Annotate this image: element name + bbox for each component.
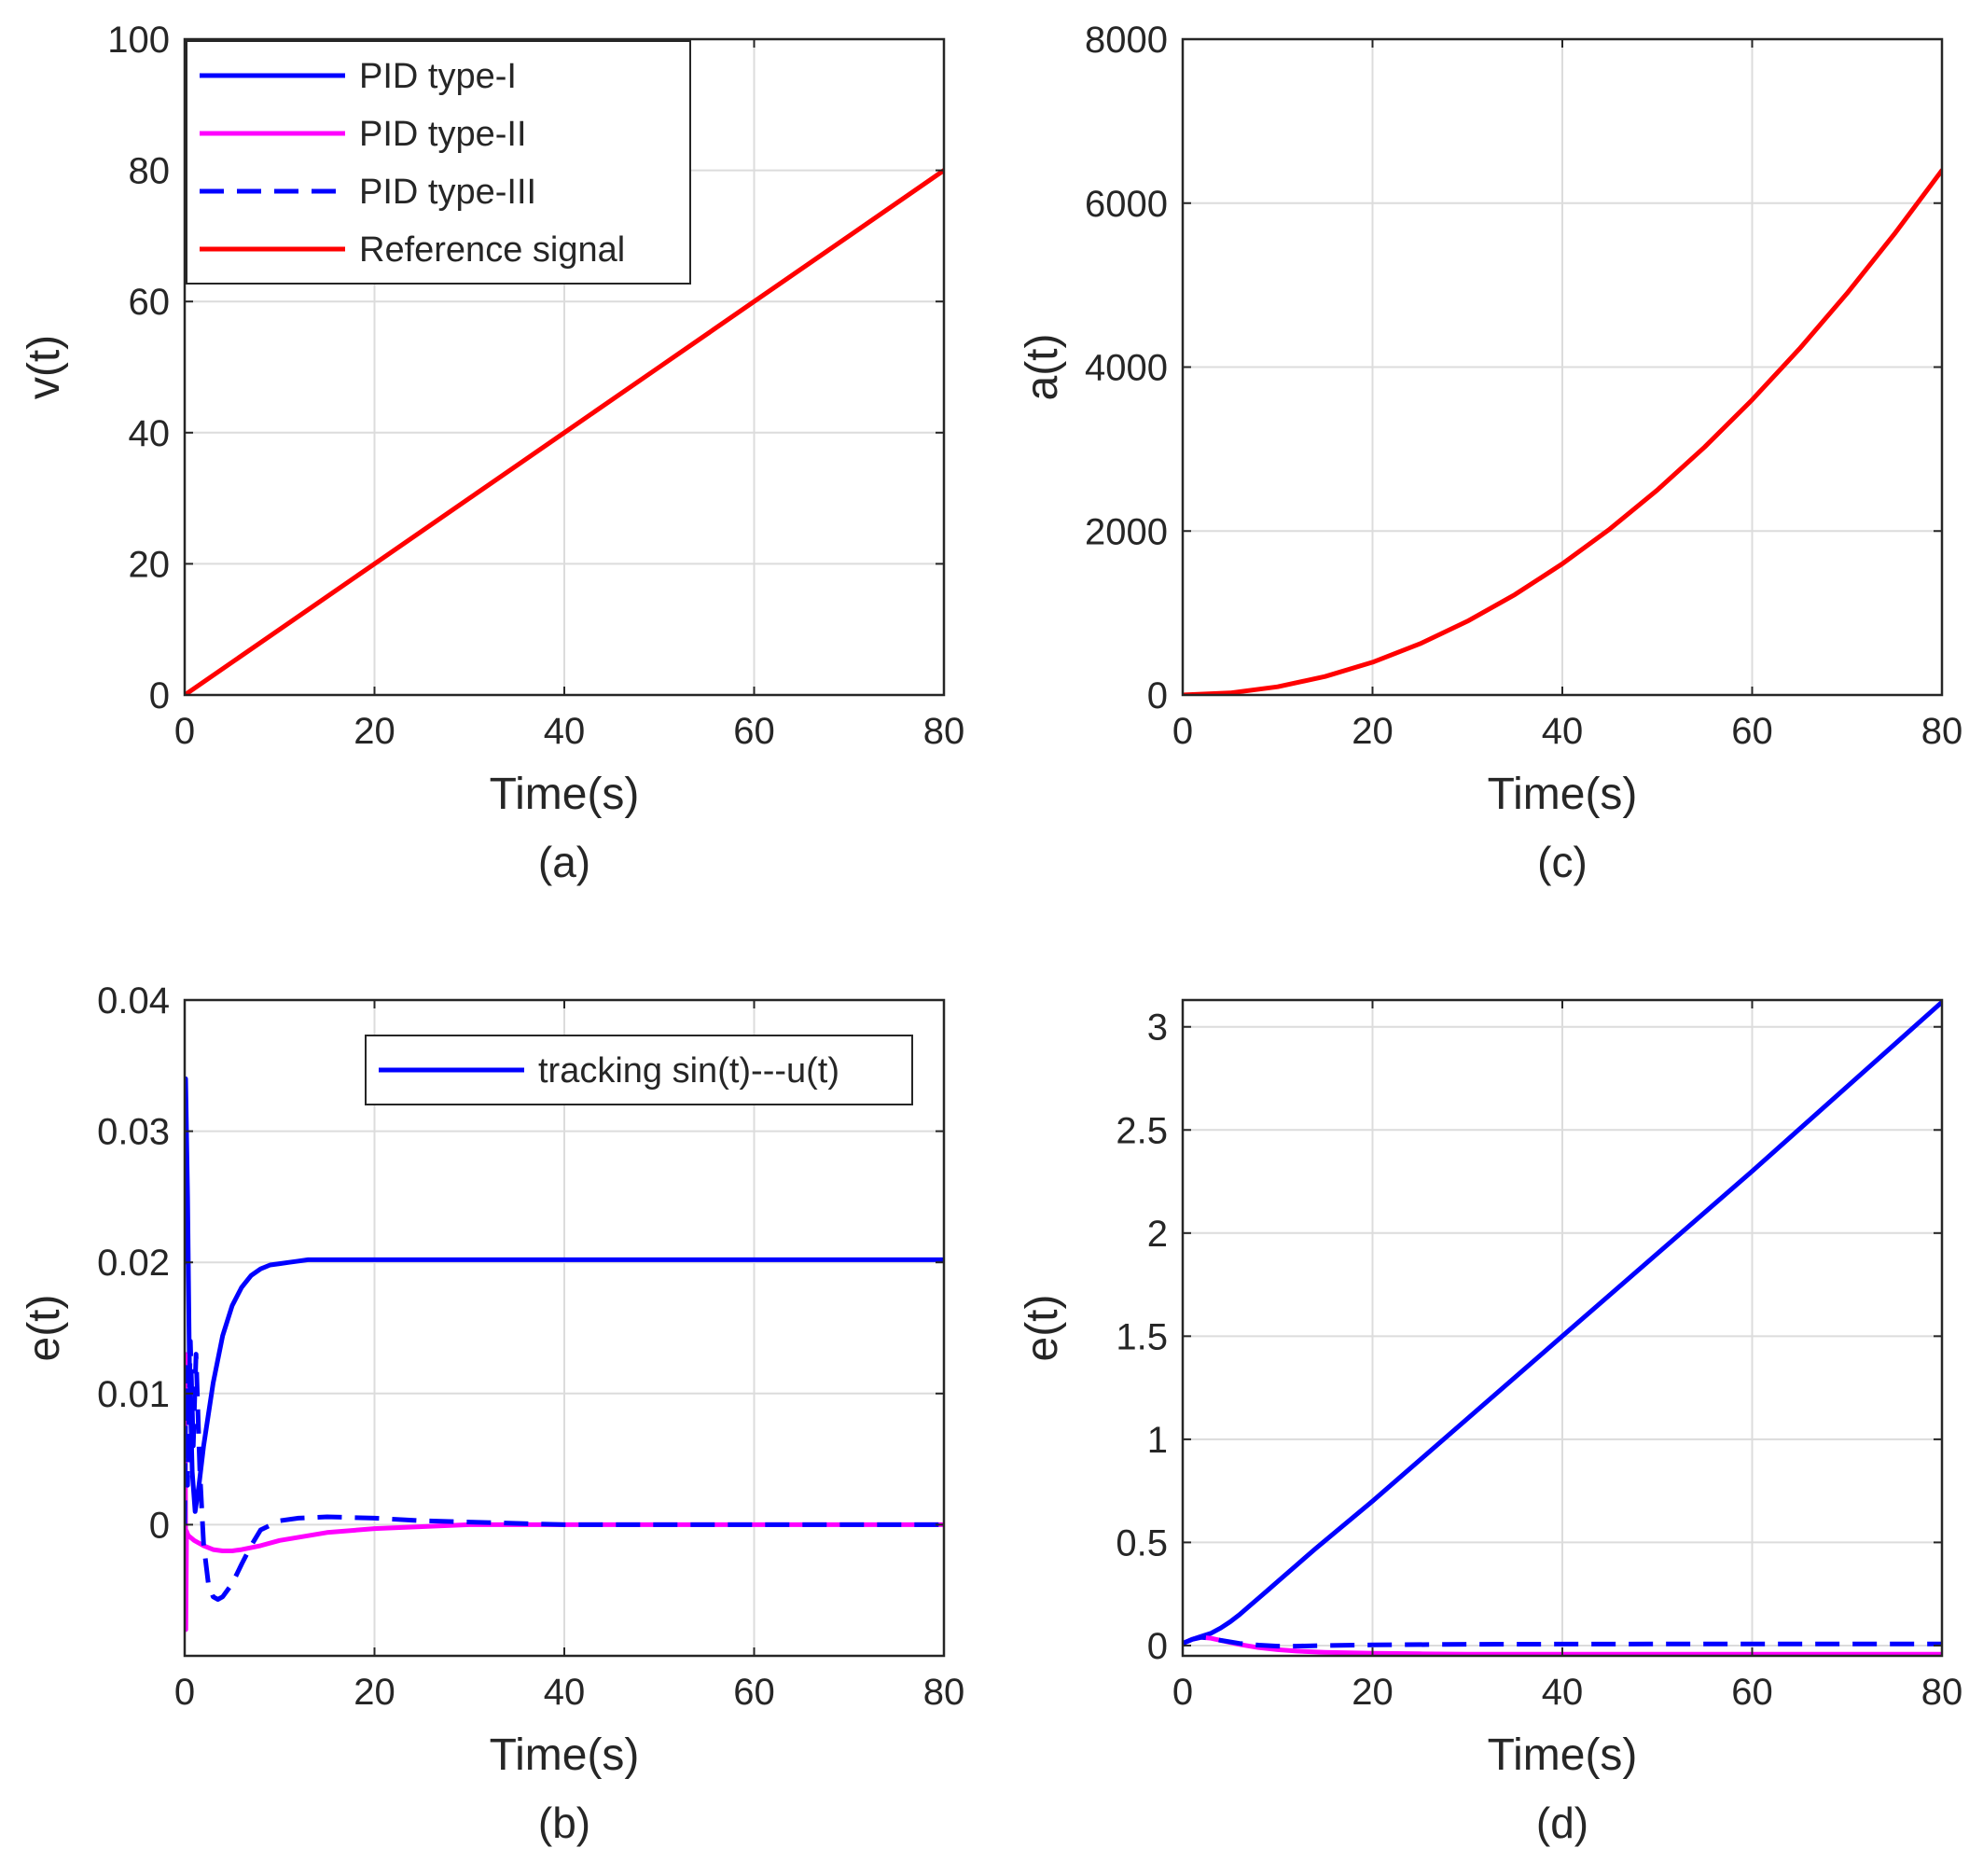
y-tick-label: 1.5 [1116,1316,1168,1357]
legend-label: PID type-II [359,115,527,154]
x-tick-label: 40 [544,1672,586,1713]
y-tick-label: 3 [1147,1007,1168,1049]
x-tick-label: 80 [1921,711,1963,752]
y-axis-title: a(t) [1018,334,1067,401]
x-tick-label: 60 [1731,1672,1773,1713]
x-tick-label: 20 [354,1672,395,1713]
panel-a: 0 20 40 60 80 0 20 40 60 80 100 Time(s) v(t) (a) PID t… [20,20,964,886]
y-tick-label: 0.01 [97,1374,170,1415]
y-tick-label: 2 [1147,1214,1168,1255]
y-tick-label: 100 [107,20,170,61]
x-axis-title: Time(s) [1488,770,1638,819]
panel-caption: (c) [1537,838,1588,886]
y-tick-label: 6000 [1085,184,1168,225]
panel-b: 0 20 40 60 80 0 0.01 0.02 0.03 0.04 Time(s) e(t) (b)… [20,980,964,1847]
x-tick-label: 80 [1921,1672,1963,1713]
x-tick-label: 40 [544,711,586,752]
y-tick-label: 8000 [1085,20,1168,61]
x-tick-label: 60 [733,711,775,752]
panel-c: 0 20 40 60 80 0 2000 4000 6000 8000 Time(s) a(t) (c) [1018,20,1962,886]
legend: tracking sin(t)---u(t) [365,1035,913,1105]
x-tick-label: 0 [1172,1672,1193,1713]
y-tick-label: 4000 [1085,348,1168,389]
x-axis-title: Time(s) [490,770,640,819]
x-tick-label: 20 [354,711,395,752]
legend-label: PID type-III [359,173,536,212]
series-line-reference-signal [185,168,944,695]
x-tick-label: 20 [1352,711,1394,752]
legend-label: Reference signal [359,230,625,270]
y-tick-label: 0 [1147,675,1168,716]
series-line-pid-type-i [185,1076,944,1514]
y-tick-label: 2.5 [1116,1110,1168,1151]
legend-label: tracking sin(t)---u(t) [538,1051,839,1091]
y-tick-label: 0.02 [97,1243,170,1284]
series-line-reference-signal [1183,168,1942,695]
x-tick-label: 60 [733,1672,775,1713]
panel-caption: (b) [538,1799,590,1847]
x-tick-label: 80 [923,1672,965,1713]
legend-label: PID type-I [359,57,517,96]
y-tick-label: 0.04 [97,980,170,1021]
x-tick-label: 0 [174,711,195,752]
x-tick-label: 0 [1172,711,1193,752]
x-axis-title: Time(s) [1488,1730,1638,1780]
y-tick-label: 1 [1147,1420,1168,1461]
series-line-pid-type-i [1183,1000,1942,1647]
series-line-pid-type-ii [1183,1634,1942,1656]
legend-box [365,1035,913,1105]
panel-d: 0 20 40 60 80 0 0.5 1 1.5 2 2.5 3 Time(s) e(t) (d) [1018,998,1963,1847]
x-tick-label: 40 [1542,711,1584,752]
y-tick-label: 0.5 [1116,1522,1168,1563]
y-tick-label: 80 [129,151,171,192]
y-tick-label: 0.03 [97,1112,170,1153]
panel-caption: (a) [538,838,590,886]
x-tick-label: 80 [923,711,965,752]
legend-box [186,40,691,285]
y-tick-label: 2000 [1085,511,1168,552]
legend: PID type-I PID type-II PID type-III Referen… [186,40,691,285]
series-line-pid-type-iii [185,1339,944,1602]
series-line-pid-type-ii [185,1352,944,1633]
y-axis-title: v(t) [20,335,69,399]
y-axis-title: e(t) [1018,1295,1067,1362]
panel-caption: (d) [1536,1799,1588,1847]
y-tick-label: 60 [129,282,171,323]
y-tick-label: 0 [149,1505,170,1546]
y-tick-label: 0 [1147,1626,1168,1667]
x-tick-label: 20 [1352,1672,1394,1713]
y-axis-title: e(t) [20,1295,69,1362]
y-tick-label: 0 [149,675,170,716]
x-axis-title: Time(s) [490,1730,640,1780]
y-tick-label: 20 [129,544,171,585]
x-tick-label: 40 [1542,1672,1584,1713]
series-line-pid-type-iii [1183,1634,1942,1649]
x-tick-label: 60 [1731,711,1773,752]
x-tick-label: 0 [174,1672,195,1713]
y-tick-label: 40 [129,413,171,454]
